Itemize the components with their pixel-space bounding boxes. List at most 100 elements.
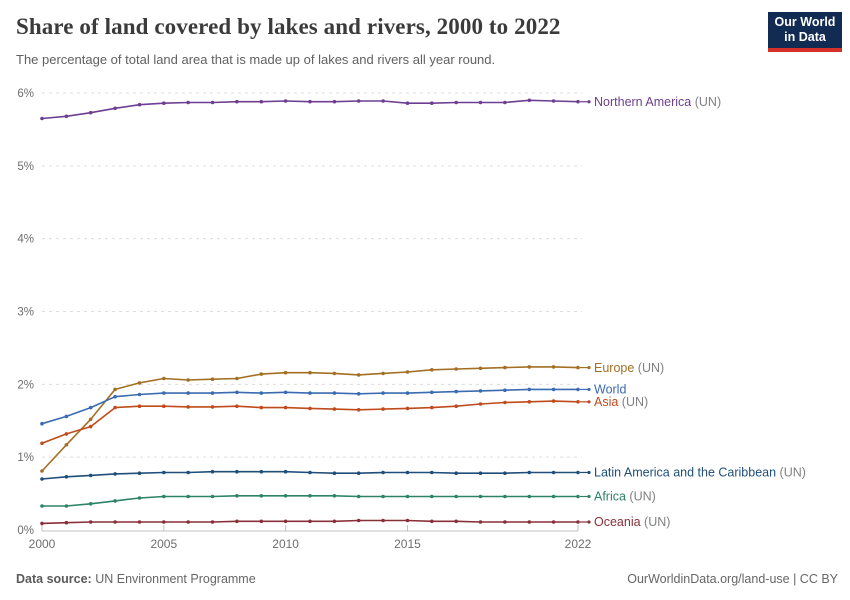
series-point-asia [235,404,239,409]
series-point-oceania [259,519,264,524]
data-source-value: UN Environment Programme [91,572,256,586]
series-point-africa [186,494,190,499]
series-label-connector-dot-asia [587,400,591,404]
series-point-world [64,414,69,419]
series-point-northern-america [162,101,166,105]
series-point-northern-america [405,101,410,105]
series-point-africa [283,494,288,498]
series-point-oceania [356,518,361,523]
series-point-northern-america [88,110,93,115]
series-label-connector-dot-latin-america-and-the-caribbean [587,470,591,475]
series-point-latin-america-and-the-caribbean [454,471,459,476]
series-point-world [210,391,215,395]
series-point-oceania [235,519,239,524]
owid-logo[interactable]: Our World in Data [768,12,842,52]
series-point-europe [186,378,190,382]
series-point-latin-america-and-the-caribbean [527,470,532,475]
series-line-europe[interactable] [41,366,579,472]
series-point-latin-america-and-the-caribbean [308,470,312,475]
series-point-northern-america [527,98,532,103]
series-point-latin-america-and-the-caribbean [64,475,69,479]
x-tick-label-2022: 2022 [565,537,592,551]
series-point-northern-america [186,100,190,105]
series-point-europe [64,443,69,447]
series-point-asia [283,405,288,410]
series-point-asia [186,405,190,409]
series-point-latin-america-and-the-caribbean [113,472,117,476]
series-label-asia[interactable]: Asia (UN) [594,395,648,409]
series-point-world [332,391,337,395]
series-point-asia [551,399,556,403]
series-point-world [235,390,239,395]
series-point-northern-america [137,102,142,107]
series-point-africa [259,494,264,498]
series-point-europe [308,370,312,375]
series-label-oceania[interactable]: Oceania (UN) [594,515,670,529]
series-point-asia [527,400,532,404]
series-label-latin-america-and-the-caribbean[interactable]: Latin America and the Caribbean (UN) [594,466,806,480]
series-point-northern-america [113,106,117,111]
series-point-africa [210,494,215,499]
series-point-northern-america [308,99,312,104]
series-point-latin-america-and-the-caribbean [88,473,93,478]
series-point-africa [64,504,69,508]
series-point-europe [283,370,288,375]
y-tick-label-3pct: 3% [17,307,34,319]
series-point-world [503,388,507,393]
series-point-northern-america [551,99,556,103]
series-point-asia [210,405,215,409]
series-point-northern-america [576,99,580,104]
series-point-latin-america-and-the-caribbean [259,469,264,474]
series-point-oceania [40,521,44,526]
license-link[interactable]: OurWorldinData.org/land-use | CC BY [627,572,838,586]
chart-footer: Data source: UN Environment Programme Ou… [16,572,838,586]
series-point-asia [478,402,483,406]
series-point-oceania [186,520,190,524]
series-point-asia [113,405,117,410]
series-point-africa [551,494,556,499]
series-point-africa [430,494,434,499]
series-point-world [283,390,288,395]
series-point-world [454,389,459,394]
series-point-africa [576,494,580,499]
data-source: Data source: UN Environment Programme [16,572,256,586]
series-point-oceania [503,520,507,524]
series-point-europe [259,372,264,376]
series-label-connector-dot-world [587,387,591,392]
series-point-europe [576,365,580,370]
series-point-northern-america [210,100,215,105]
series-label-connector-dot-africa [587,494,591,499]
series-point-latin-america-and-the-caribbean [137,471,142,476]
series-point-oceania [162,520,166,524]
series-point-latin-america-and-the-caribbean [186,470,190,475]
series-point-africa [162,494,166,499]
series-point-latin-america-and-the-caribbean [381,470,385,475]
series-label-connector-dot-europe [587,365,591,370]
series-point-africa [40,504,44,508]
series-point-northern-america [64,114,69,119]
series-label-europe[interactable]: Europe (UN) [594,361,664,375]
series-label-northern-america[interactable]: Northern America (UN) [594,95,721,109]
series-point-europe [503,365,507,370]
series-point-world [259,391,264,395]
series-point-europe [551,365,556,369]
series-point-africa [356,494,361,499]
series-label-world[interactable]: World [594,383,626,397]
series-point-europe [381,371,385,376]
chart-subtitle: The percentage of total land area that i… [16,52,496,67]
series-point-asia [162,404,166,409]
series-point-world [308,391,312,395]
series-point-europe [478,366,483,371]
series-point-northern-america [503,100,507,105]
series-point-oceania [210,520,215,524]
series-point-oceania [137,520,142,524]
series-point-europe [113,387,117,392]
series-label-africa[interactable]: Africa (UN) [594,490,656,504]
series-point-oceania [454,519,459,524]
series-point-world [576,387,580,392]
series-point-oceania [308,519,312,524]
series-point-northern-america [259,99,264,104]
series-point-africa [137,496,142,500]
series-point-world [162,391,166,395]
